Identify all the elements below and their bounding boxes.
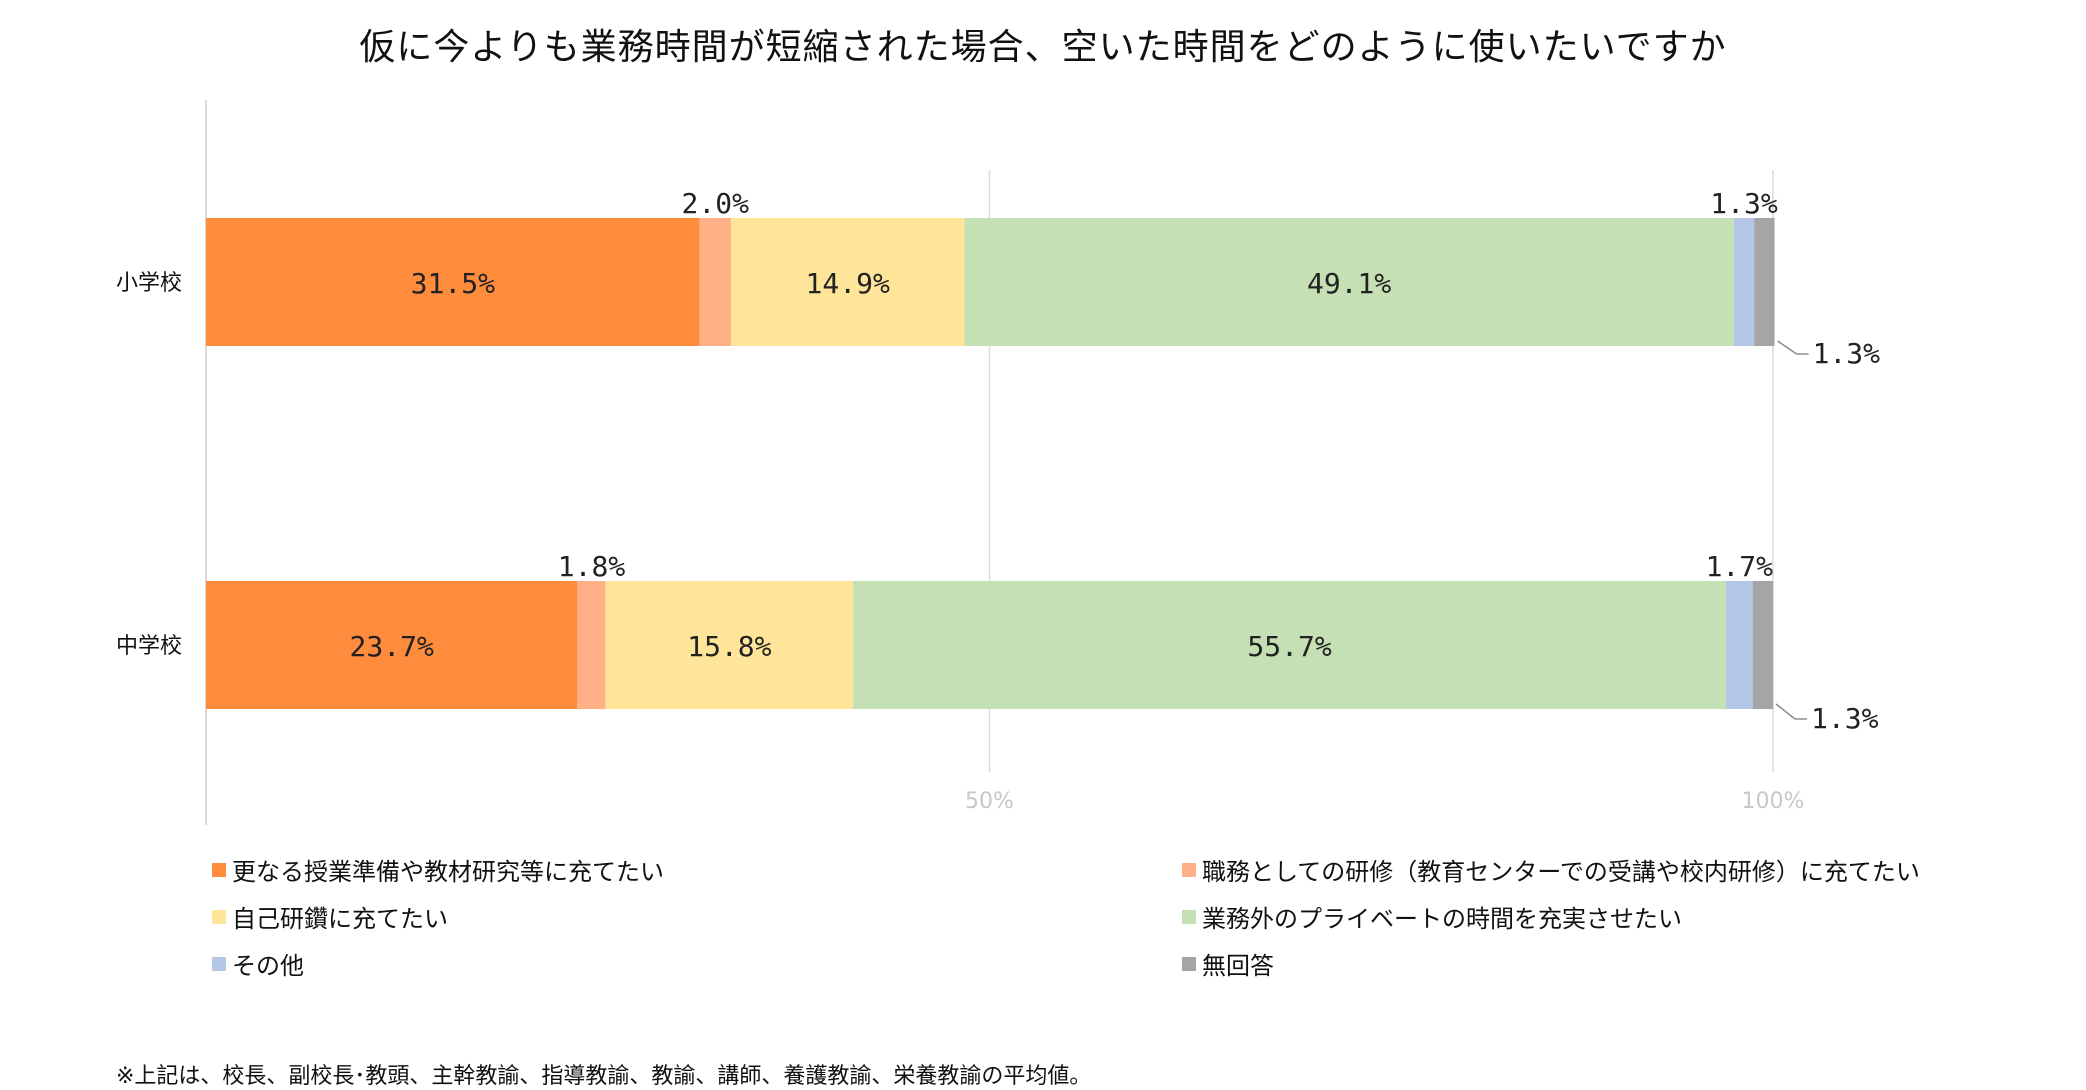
legend-item-2: 自己研鑽に充てたい: [212, 899, 1182, 934]
legend-label-2: 自己研鑽に充てたい: [232, 905, 448, 933]
x-tick-label-100: 100%: [1742, 789, 1805, 814]
footnote: ※上記は、校長、副校長･教頭、主幹教諭、指導教諭、教諭、講師、養護教諭、栄養教諭…: [116, 1064, 1092, 1089]
data-label-0-5: 1.3%: [1813, 337, 1881, 370]
data-label-1-2: 15.8%: [687, 630, 771, 663]
chart-title: 仮に今よりも業務時間が短縮された場合、空いた時間をどのように使いたいですか: [359, 27, 1727, 68]
legend-swatch-0: [212, 862, 226, 877]
category-label-1: 中学校: [116, 634, 182, 659]
legend-label-4: その他: [232, 952, 304, 980]
legend-label-5: 無回答: [1202, 952, 1274, 980]
bar-segment-1-2: [605, 581, 854, 709]
bar-segment-1-3: [853, 581, 1726, 709]
callout-line-0-5: [1777, 340, 1797, 355]
bar-segment-0-5: [1754, 218, 1775, 346]
legend-item-0: 更なる授業準備や教材研究等に充てたい: [212, 852, 1182, 887]
bar-segment-1-0: [206, 581, 578, 709]
legend-swatch-5: [1182, 956, 1196, 971]
data-label-1-3: 55.7%: [1247, 630, 1331, 663]
legend-item-4: その他: [212, 946, 1182, 981]
data-label-0-3: 49.1%: [1307, 267, 1391, 300]
data-label-1-0: 23.7%: [350, 630, 434, 663]
data-label-1-1: 1.8%: [558, 550, 626, 583]
legend-label-3: 業務外のプライベートの時間を充実させたい: [1202, 905, 1682, 933]
bar-segment-1-4: [1725, 581, 1753, 709]
legend-item-3: 業務外のプライベートの時間を充実させたい: [1182, 899, 2032, 934]
legend-item-1: 職務としての研修（教育センターでの受講や校内研修）に充てたい: [1182, 852, 2032, 887]
legend-label-1: 職務としての研修（教育センターでの受講や校内研修）に充てたい: [1202, 858, 1920, 886]
data-label-0-0: 31.5%: [411, 267, 495, 300]
data-label-1-4: 1.7%: [1706, 550, 1774, 583]
bar-segment-0-0: [206, 218, 700, 346]
bar-segment-1-5: [1752, 581, 1773, 709]
data-label-0-4: 1.3%: [1710, 187, 1778, 220]
chart-legend: 更なる授業準備や教材研究等に充てたい 職務としての研修（教育センターでの受講や校内…: [212, 852, 2032, 981]
x-tick-label-50: 50%: [965, 789, 1014, 814]
legend-item-5: 無回答: [1182, 946, 2032, 981]
bar-segment-0-3: [964, 218, 1734, 346]
bar-segment-1-1: [577, 581, 606, 709]
legend-swatch-4: [212, 956, 226, 971]
bar-segment-0-4: [1733, 218, 1755, 346]
data-label-0-2: 14.9%: [806, 267, 890, 300]
bar-segment-0-1: [699, 218, 731, 346]
category-label-0: 小学校: [116, 271, 182, 296]
legend-swatch-3: [1182, 909, 1196, 924]
bar-segment-0-2: [730, 218, 965, 346]
legend-swatch-1: [1182, 862, 1196, 877]
legend-label-0: 更なる授業準備や教材研究等に充てたい: [232, 858, 664, 886]
data-label-1-5: 1.3%: [1811, 702, 1879, 735]
callout-line-1-5: [1775, 703, 1796, 720]
data-label-0-1: 2.0%: [682, 187, 750, 220]
legend-swatch-2: [212, 909, 226, 924]
